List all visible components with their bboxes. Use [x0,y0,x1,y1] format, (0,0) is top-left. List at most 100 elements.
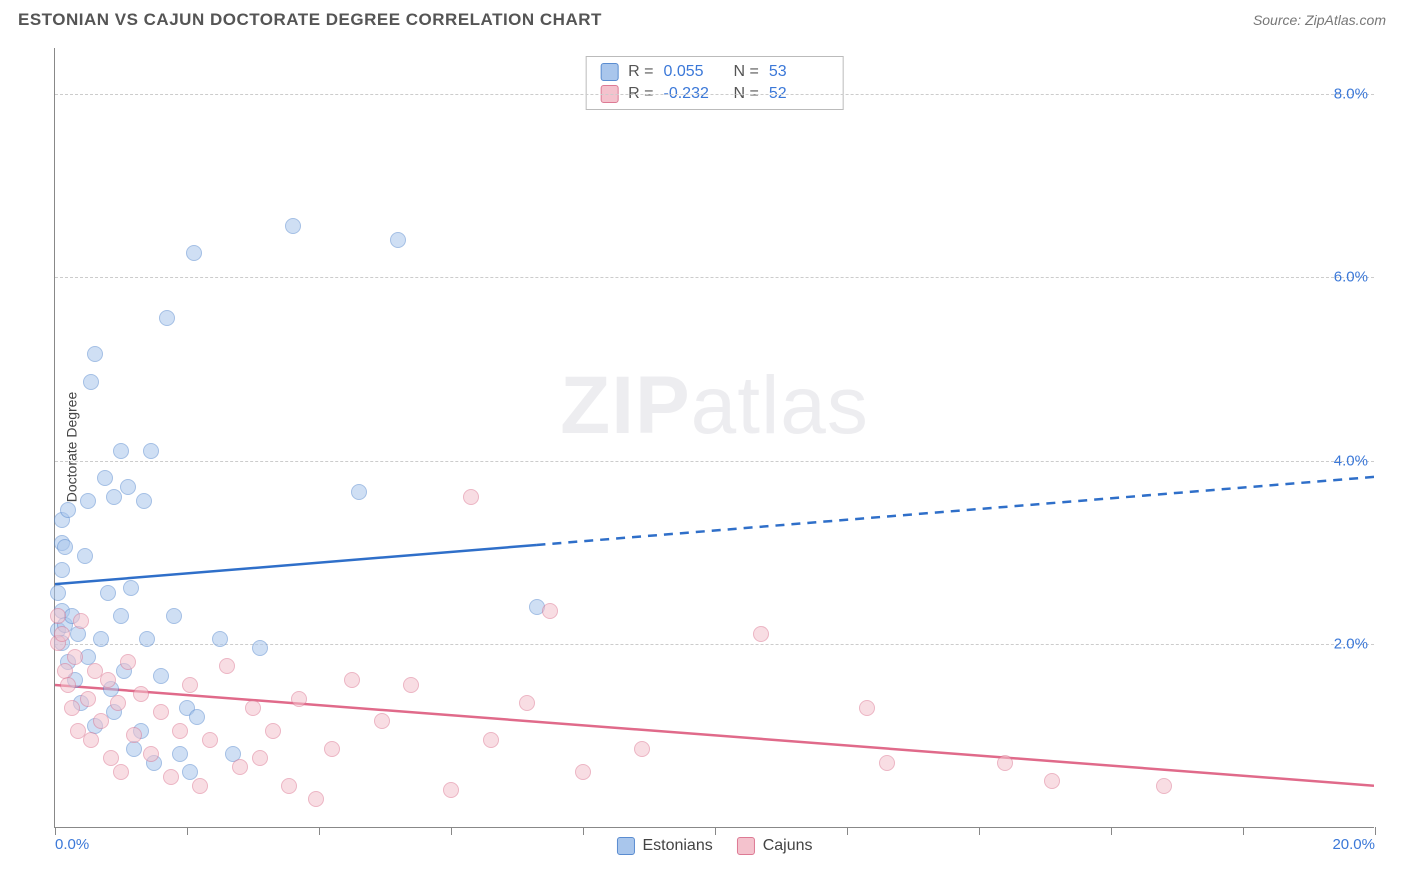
data-point [252,750,268,766]
data-point [324,741,340,757]
data-point [519,695,535,711]
data-point [308,791,324,807]
data-point [143,746,159,762]
data-point [634,741,650,757]
data-point [100,672,116,688]
data-point [281,778,297,794]
data-point [753,626,769,642]
data-point [83,374,99,390]
x-tick [583,827,584,835]
x-tick [451,827,452,835]
data-point [879,755,895,771]
x-tick [55,827,56,835]
data-point [575,764,591,780]
data-point [73,613,89,629]
data-point [57,539,73,555]
chart-container: Doctorate Degree ZIPatlas R = 0.055 N = … [18,42,1388,852]
gridline [55,94,1374,95]
data-point [93,631,109,647]
data-point [100,585,116,601]
stats-row-series1: R = 0.055 N = 53 [600,61,829,83]
x-tick [979,827,980,835]
data-point [77,548,93,564]
data-point [153,668,169,684]
swatch-series1 [616,837,634,855]
data-point [54,562,70,578]
data-point [1156,778,1172,794]
data-point [133,686,149,702]
data-point [182,677,198,693]
data-point [113,764,129,780]
x-tick [1111,827,1112,835]
data-point [252,640,268,656]
x-tick-label: 0.0% [55,836,89,853]
data-point [113,443,129,459]
data-point [189,709,205,725]
y-tick-label: 2.0% [1334,636,1368,653]
data-point [212,631,228,647]
data-point [123,580,139,596]
data-point [80,691,96,707]
n-label: N = [734,63,759,81]
chart-title: ESTONIAN VS CAJUN DOCTORATE DEGREE CORRE… [18,10,602,30]
data-point [60,502,76,518]
data-point [997,755,1013,771]
data-point [126,741,142,757]
x-tick-label: 20.0% [1332,836,1375,853]
data-point [219,658,235,674]
data-point [50,585,66,601]
data-point [542,603,558,619]
x-tick [319,827,320,835]
gridline [55,277,1374,278]
data-point [172,746,188,762]
data-point [50,608,66,624]
data-point [344,672,360,688]
data-point [97,470,113,486]
data-point [139,631,155,647]
data-point [153,704,169,720]
y-tick-label: 4.0% [1334,452,1368,469]
data-point [83,732,99,748]
data-point [390,232,406,248]
data-point [120,654,136,670]
data-point [483,732,499,748]
data-point [291,691,307,707]
data-point [136,493,152,509]
data-point [443,782,459,798]
data-point [186,245,202,261]
r-value-1: 0.055 [664,63,724,81]
y-tick-label: 8.0% [1334,85,1368,102]
bottom-legend: Estonians Cajuns [616,837,812,855]
data-point [1044,773,1060,789]
data-point [166,608,182,624]
data-point [70,626,86,642]
data-point [265,723,281,739]
data-point [245,700,261,716]
stats-legend-box: R = 0.055 N = 53 R = -0.232 N = 52 [585,56,844,110]
data-point [463,489,479,505]
data-point [60,677,76,693]
gridline [55,461,1374,462]
legend-label-1: Estonians [642,837,712,855]
data-point [87,346,103,362]
x-tick [1243,827,1244,835]
swatch-series2 [737,837,755,855]
watermark: ZIPatlas [560,359,869,453]
data-point [126,727,142,743]
data-point [232,759,248,775]
data-point [143,443,159,459]
data-point [163,769,179,785]
r-label: R = [628,63,653,81]
data-point [285,218,301,234]
data-point [172,723,188,739]
data-point [859,700,875,716]
data-point [67,649,83,665]
n-value-1: 53 [769,63,829,81]
plot-area: ZIPatlas R = 0.055 N = 53 R = -0.232 N =… [54,48,1374,828]
x-tick [847,827,848,835]
x-tick [715,827,716,835]
x-tick [187,827,188,835]
data-point [64,700,80,716]
data-point [54,626,70,642]
data-point [110,695,126,711]
